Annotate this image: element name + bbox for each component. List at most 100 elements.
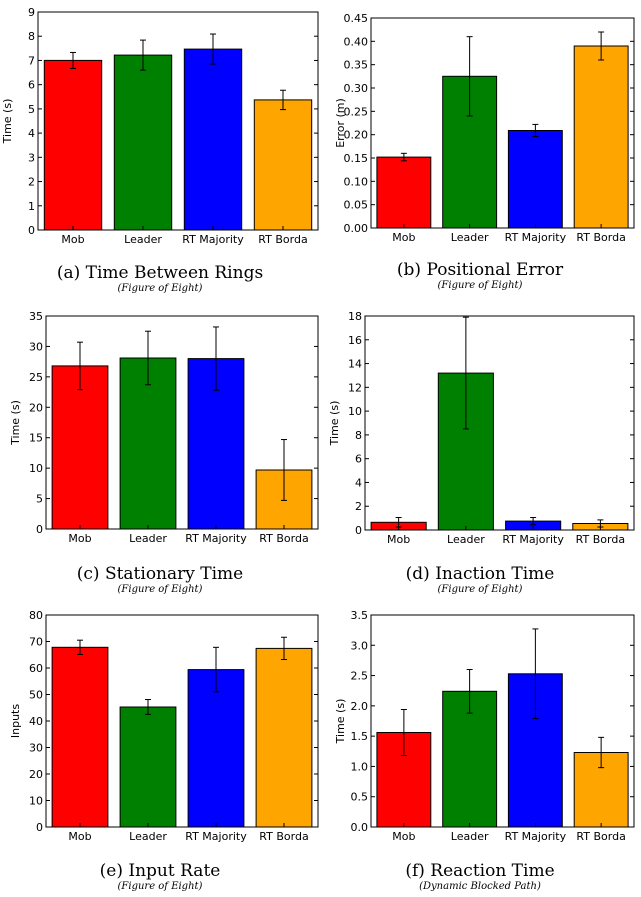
y-tick-label: 14 — [348, 358, 362, 371]
y-tick-label: 16 — [348, 334, 362, 347]
y-tick-label: 30 — [29, 340, 43, 353]
chart-e-svg: 0 10 20 30 40 50 60 70 80 Mob Leader RT Majority RT … — [9, 609, 319, 843]
error-bar — [281, 636, 287, 661]
plot-frame — [45, 315, 319, 530]
y-tick-label: 6 — [28, 79, 35, 92]
x-tick-label: RT Borda — [576, 830, 625, 843]
x-tick-label: RT Majority — [502, 533, 564, 546]
bar-rt-majority — [507, 130, 563, 229]
y-tick-label: 70 — [29, 636, 43, 649]
x-tick-label: RT Majority — [185, 830, 247, 843]
y-tick-label: 0 — [28, 224, 35, 237]
x-tick-label: Leader — [451, 830, 489, 843]
y-tick-label: 80 — [29, 609, 43, 622]
y-tick-label: 25 — [29, 371, 43, 384]
x-tick-label: RT Borda — [259, 532, 308, 545]
chart-a-svg: 0 1 2 3 4 5 6 7 8 9 Mob Leader RT Majority RT Borda Ti… — [1, 6, 319, 246]
y-tick-label: 20 — [29, 768, 43, 781]
error-bar — [462, 316, 469, 430]
chart-a-caption: (a) Time Between Rings (Figure of Eight) — [0, 263, 320, 295]
y-tick-label: 2 — [355, 500, 362, 513]
y-tick-label: 8 — [355, 429, 362, 442]
error-bar — [77, 639, 83, 655]
y-tick-label: 40 — [29, 715, 43, 728]
x-tick-label: Leader — [129, 830, 167, 843]
y-tick-label: 18 — [348, 310, 362, 323]
x-tick-label: Mob — [392, 830, 415, 843]
y-tick-label: 1.0 — [351, 760, 369, 773]
y-tick-label: 0.20 — [344, 129, 369, 142]
error-bar — [145, 330, 151, 386]
x-tick-label: RT Majority — [185, 532, 247, 545]
y-tick-label: 0.30 — [344, 82, 369, 95]
y-tick-label: 3.5 — [351, 609, 369, 622]
y-tick-label: 20 — [29, 401, 43, 414]
chart-e-title: (e) Input Rate — [99, 861, 221, 881]
y-tick-label: 3 — [28, 151, 35, 164]
x-tick-label: RT Borda — [258, 233, 307, 246]
y-tick-label: 10 — [348, 405, 362, 418]
y-tick-label: 0 — [36, 821, 43, 834]
chart-d-title: (d) Inaction Time — [405, 564, 555, 584]
chart-f-caption: (f) Reaction Time (Dynamic Blocked Path) — [320, 862, 640, 893]
chart-a-subtitle: (Figure of Eight) — [117, 283, 203, 294]
bar-rt-borda — [255, 647, 313, 828]
y-tick-label: 2 — [28, 176, 35, 189]
x-tick-label: Leader — [451, 231, 489, 244]
error-bar — [70, 51, 76, 69]
y-tick-label: 1 — [28, 200, 35, 213]
chart-b-title: (b) Positional Error — [396, 260, 564, 280]
y-tick-label: 12 — [348, 381, 362, 394]
y-tick-label: 0.15 — [344, 152, 369, 165]
y-tick-label: 0.00 — [344, 222, 369, 235]
plot-frame — [370, 17, 635, 229]
y-tick-label: 2.0 — [351, 700, 369, 713]
bar-mob — [376, 156, 432, 229]
y-tick-label: 0 — [36, 523, 43, 536]
chart-c-svg: 0 5 10 15 20 25 30 35 Mob Leader RT Majority RT Bor… — [9, 310, 319, 545]
chart-e-caption: (e) Input Rate (Figure of Eight) — [0, 861, 320, 893]
error-bar — [77, 341, 83, 391]
y-tick-label: 7 — [28, 54, 35, 67]
x-tick-label: Leader — [129, 532, 167, 545]
error-bar — [400, 708, 407, 757]
chart-panel-e: 0 10 20 30 40 50 60 70 80 Mob Leader RT Majority RT … — [0, 598, 320, 897]
y-tick-label: 0.25 — [344, 105, 369, 118]
y-axis-label: Time (s) — [328, 401, 341, 447]
y-tick-label: 10 — [29, 795, 43, 808]
error-bar — [213, 326, 219, 391]
error-bar — [210, 33, 216, 65]
error-bar — [532, 628, 539, 720]
bar-leader — [119, 706, 177, 828]
y-tick-label: 4 — [28, 127, 35, 140]
x-tick-label: RT Majority — [182, 233, 244, 246]
chart-d-svg: 0 2 4 6 8 10 12 14 16 18 Mob Leader RT Majority RT Bo… — [328, 310, 635, 546]
y-axis-label: Time (s) — [1, 99, 14, 145]
y-tick-label: 5 — [28, 103, 35, 116]
plot-frame — [364, 315, 635, 531]
bar-leader — [442, 75, 498, 229]
bar-leader — [113, 54, 173, 231]
chart-panel-f: 0.0 0.5 1.0 1.5 2.0 2.5 3.0 3.5 Mob Leader RT Majo… — [320, 598, 640, 897]
chart-a-title: (a) Time Between Rings — [56, 263, 264, 283]
plot-frame — [37, 11, 319, 231]
bar-mob — [51, 365, 109, 530]
plot-frame — [370, 614, 635, 828]
x-tick-label: RT Borda — [576, 533, 625, 546]
error-bar — [598, 31, 605, 61]
y-tick-label: 35 — [29, 310, 43, 323]
chart-b-subtitle: (Figure of Eight) — [437, 280, 523, 291]
y-tick-label: 0.5 — [351, 791, 369, 804]
y-tick-label: 0.0 — [351, 821, 369, 834]
error-bar — [140, 39, 146, 71]
x-tick-label: Leader — [447, 533, 485, 546]
bar-leader — [119, 357, 177, 530]
error-bar — [530, 517, 537, 526]
chart-panel-d: 0 2 4 6 8 10 12 14 16 18 Mob Leader RT Majority RT Bo… — [320, 299, 640, 598]
chart-panel-b: 0.00 0.05 0.10 0.15 0.20 0.25 0.30 0.35 0.40 0.45… — [320, 0, 640, 299]
y-tick-label: 0.10 — [344, 175, 369, 188]
bar-rt-majority — [183, 48, 243, 231]
error-bar — [281, 439, 287, 501]
y-tick-label: 5 — [36, 493, 43, 506]
y-tick-label: 30 — [29, 742, 43, 755]
